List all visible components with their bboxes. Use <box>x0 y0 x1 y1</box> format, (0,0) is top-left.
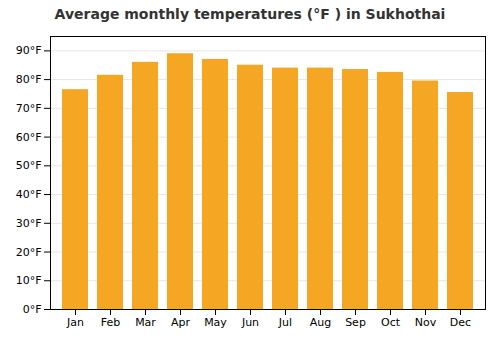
svg-text:Sep: Sep <box>345 316 366 329</box>
svg-text:Dec: Dec <box>450 316 471 329</box>
svg-text:Oct: Oct <box>381 316 401 329</box>
svg-text:70°F: 70°F <box>16 102 42 115</box>
svg-text:Mar: Mar <box>135 316 156 329</box>
html-text:Average monthly temperatures (: Average monthly temperatures (°F ) in Su… <box>54 6 446 22</box>
svg-text:Jun: Jun <box>241 316 259 329</box>
svg-text:20°F: 20°F <box>16 246 42 259</box>
svg-text:90°F: 90°F <box>16 44 42 57</box>
svg-text:Feb: Feb <box>101 316 120 329</box>
svg-text:50°F: 50°F <box>16 159 42 172</box>
svg-text:May: May <box>204 316 227 329</box>
svg-text:Aug: Aug <box>310 316 331 329</box>
svg-text:10°F: 10°F <box>16 274 42 287</box>
svg-text:40°F: 40°F <box>16 188 42 201</box>
svg-text:30°F: 30°F <box>16 217 42 230</box>
svg-text:60°F: 60°F <box>16 131 42 144</box>
svg-text:Jul: Jul <box>278 316 292 329</box>
svg-text:80°F: 80°F <box>16 73 42 86</box>
svg-text:Apr: Apr <box>171 316 191 329</box>
svg-text:0°F: 0°F <box>23 303 42 316</box>
svg-text:Nov: Nov <box>415 316 437 329</box>
svg-text:Jan: Jan <box>66 316 84 329</box>
